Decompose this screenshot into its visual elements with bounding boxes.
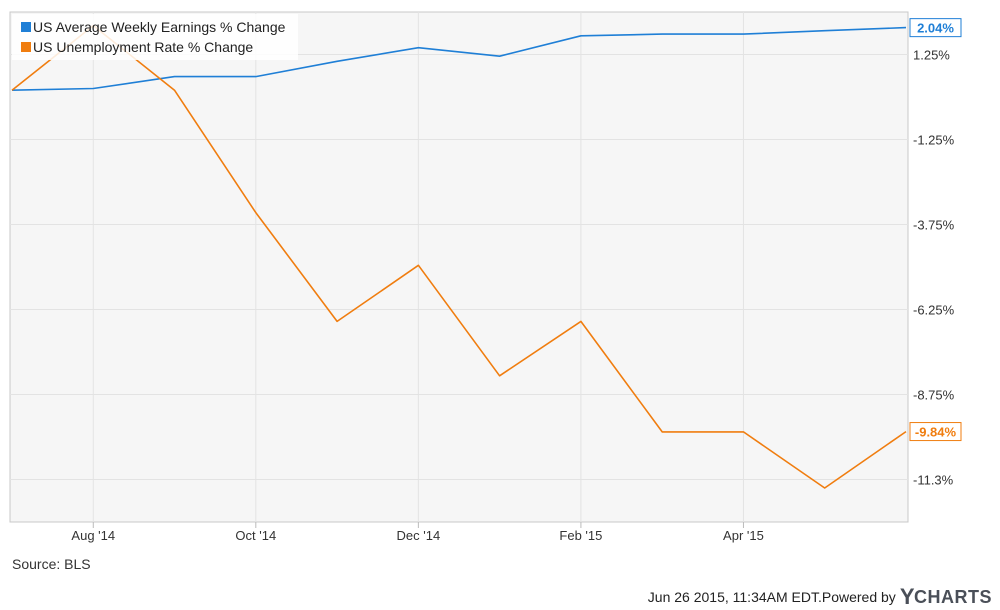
end-label-box <box>909 18 962 38</box>
y-tick-label: -3.75% <box>913 218 955 233</box>
end-labels: 2.04% -9.84% <box>909 18 962 442</box>
series-line-2 <box>11 24 907 489</box>
y-tick-label: -6.25% <box>913 303 955 318</box>
legend-swatch <box>21 42 31 52</box>
legend-label: US Average Weekly Earnings % Change <box>33 19 286 35</box>
plot-area <box>9 11 909 523</box>
source-note: Source: BLS <box>12 556 91 572</box>
timestamp: Jun 26 2015, 11:34AM EDT. <box>647 589 822 605</box>
legend: US Average Weekly Earnings % Change US Un… <box>12 14 298 60</box>
end-label-text: 2.04% <box>917 21 954 36</box>
y-tick-label: -11.3% <box>913 473 954 488</box>
y-tick-label: -1.25% <box>913 133 955 148</box>
x-tick-label: Apr '15 <box>723 528 764 543</box>
series-lines <box>11 24 907 489</box>
end-label-2: -9.84% <box>909 422 962 442</box>
y-axis: 1.25% -1.25% -3.75% -6.25% -8.75% -11.3% <box>913 48 955 488</box>
footer: Jun 26 2015, 11:34AM EDT. Powered by Y C… <box>648 584 992 610</box>
x-tick-label: Aug '14 <box>71 528 115 543</box>
x-axis: Aug '14 Oct '14 Dec '14 Feb '15 Apr '15 <box>71 522 764 543</box>
x-tick-label: Feb '15 <box>559 528 602 543</box>
line-chart: Aug '14 Oct '14 Dec '14 Feb '15 Apr '15 1.25… <box>9 11 962 543</box>
end-label-text: -9.84% <box>915 425 957 440</box>
y-tick-label: 1.25% <box>913 48 950 63</box>
powered-by: Powered by <box>821 589 896 605</box>
legend-label: US Unemployment Rate % Change <box>33 39 253 55</box>
ycharts-logo-y: Y <box>899 584 915 609</box>
grid-lines <box>10 12 908 522</box>
legend-background <box>12 14 298 60</box>
x-tick-label: Oct '14 <box>235 528 276 543</box>
end-label-1: 2.04% <box>909 18 962 38</box>
ycharts-logo-text: CHARTS <box>914 586 992 607</box>
x-tick-label: Dec '14 <box>397 528 441 543</box>
y-tick-label: -8.75% <box>913 388 955 403</box>
end-label-box <box>909 422 962 442</box>
legend-swatch <box>21 22 31 32</box>
